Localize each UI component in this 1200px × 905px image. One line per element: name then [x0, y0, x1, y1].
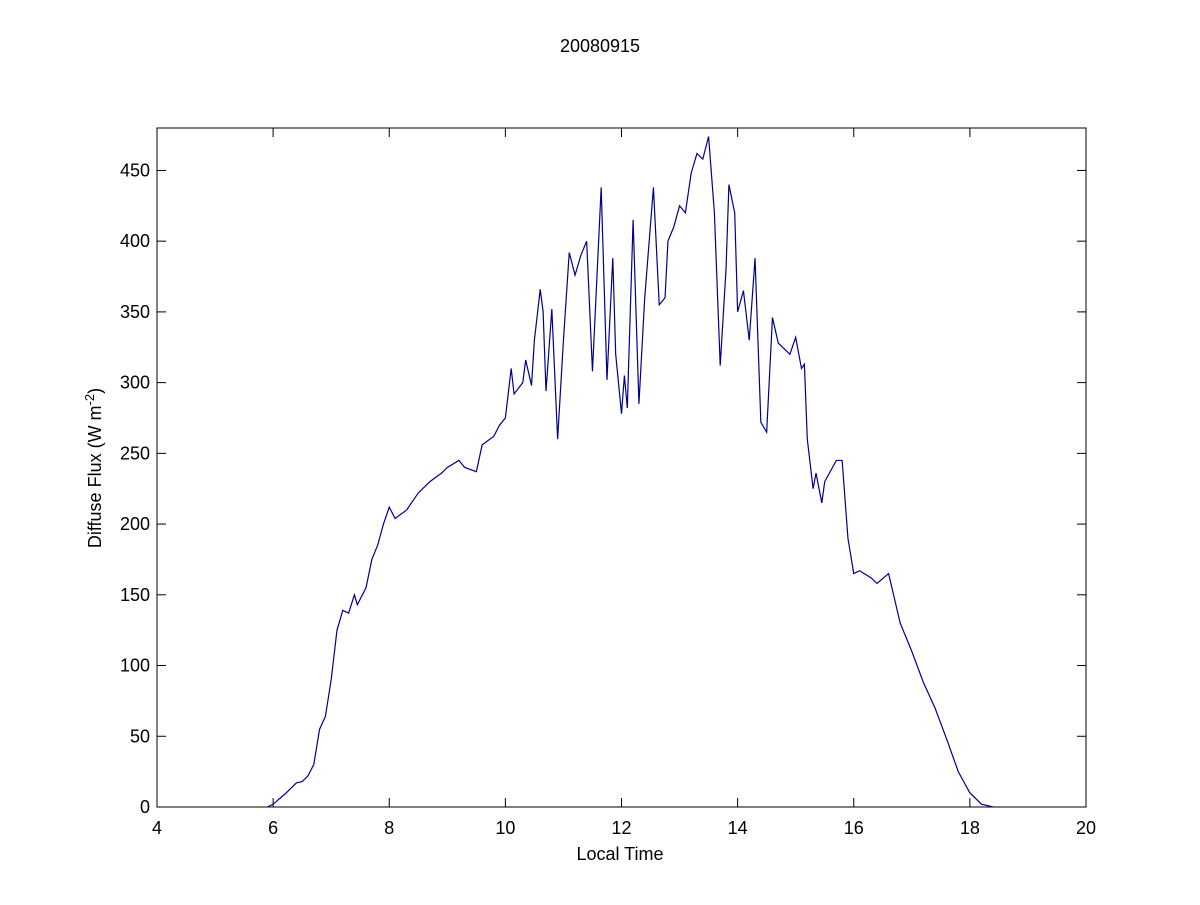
x-tick-label: 16	[844, 818, 864, 838]
data-line	[267, 136, 994, 808]
y-tick-label: 350	[120, 302, 150, 322]
y-tick-label: 50	[130, 726, 150, 746]
y-axis-label-text: Diffuse Flux (W m	[85, 405, 105, 548]
x-axis-label: Local Time	[576, 844, 663, 864]
x-tick-label: 8	[384, 818, 394, 838]
y-tick-label: 100	[120, 656, 150, 676]
x-tick-label: 6	[268, 818, 278, 838]
y-tick-label: 250	[120, 443, 150, 463]
x-tick-label: 4	[152, 818, 162, 838]
y-axis-label-tail: )	[85, 388, 105, 394]
x-tick-label: 14	[728, 818, 748, 838]
x-tick-label: 20	[1076, 818, 1096, 838]
y-axis-label: Diffuse Flux (W m-2)	[82, 388, 105, 548]
y-tick-label: 450	[120, 160, 150, 180]
y-tick-label: 150	[120, 585, 150, 605]
x-tick-label: 18	[960, 818, 980, 838]
chart-title: 20080915	[560, 36, 640, 56]
y-tick-label: 300	[120, 373, 150, 393]
y-tick-label: 400	[120, 231, 150, 251]
x-tick-label: 12	[611, 818, 631, 838]
y-tick-label: 0	[140, 797, 150, 817]
x-tick-label: 10	[495, 818, 515, 838]
y-axis-label-sup: -2	[82, 394, 97, 406]
y-tick-label: 200	[120, 514, 150, 534]
